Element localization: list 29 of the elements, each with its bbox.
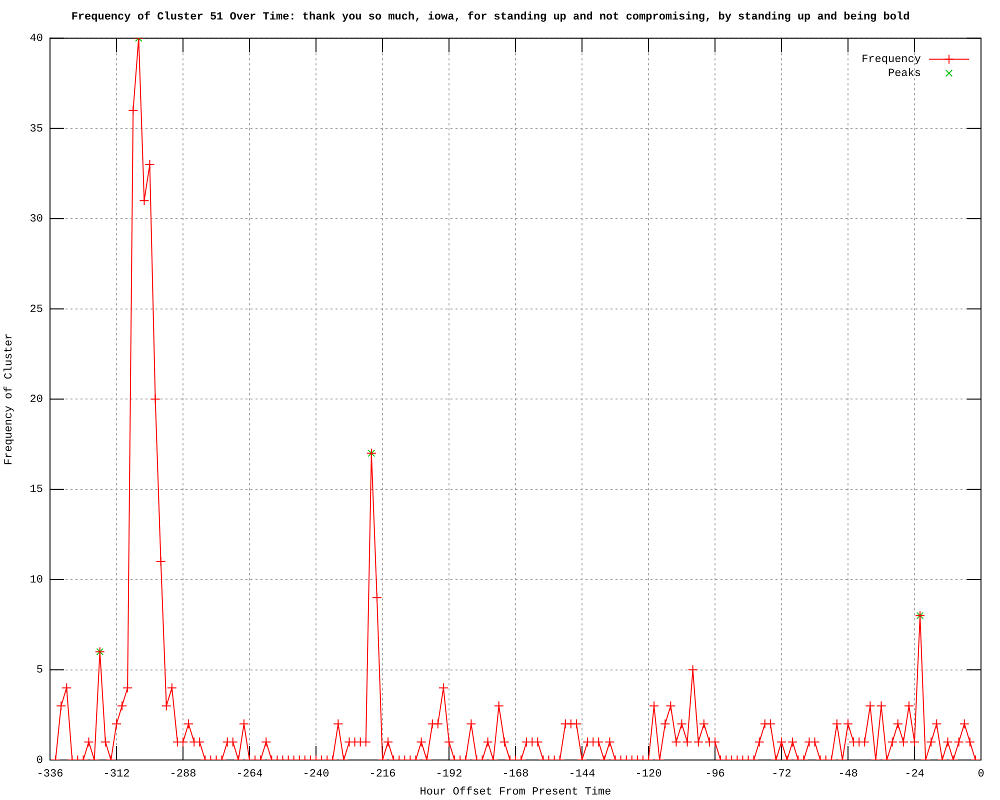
legend-label: Peaks: [888, 68, 921, 80]
chart-title: Frequency of Cluster 51 Over Time: thank you so much, iowa, for standing up and not compromising, by standing up and being bold: [71, 10, 910, 24]
x-tick-label: -24: [904, 768, 925, 781]
x-tick-label: -264: [236, 768, 264, 781]
y-tick-label: 0: [36, 754, 43, 767]
y-tick-label: 10: [30, 574, 43, 586]
y-tick-label: 25: [30, 304, 43, 316]
x-tick-label: -216: [369, 768, 396, 781]
y-tick-label: 5: [36, 664, 43, 677]
y-tick-label: 30: [30, 214, 43, 226]
y-tick-label: 15: [30, 484, 43, 496]
y-tick-label: 40: [30, 33, 43, 46]
y-axis-title: Frequency of Cluster: [4, 333, 16, 466]
x-tick-label: -144: [568, 768, 596, 781]
x-tick-label: -96: [705, 768, 725, 781]
x-tick-label: -120: [635, 768, 662, 781]
x-tick-label: -48: [838, 768, 858, 781]
x-axis-title: Hour Offset From Present Time: [420, 786, 612, 798]
x-tick-label: -312: [103, 768, 130, 781]
x-tick-label: 0: [978, 768, 984, 781]
x-tick-label: -168: [502, 768, 529, 781]
x-tick-label: -288: [170, 768, 196, 781]
y-tick-label: 35: [30, 123, 43, 136]
x-tick-label: -192: [436, 768, 462, 781]
x-tick-label: -72: [772, 768, 792, 781]
x-tick-label: -240: [302, 768, 330, 781]
y-tick-label: 20: [30, 394, 43, 406]
x-tick-label: -336: [36, 768, 64, 781]
legend-label: Frequency: [862, 54, 922, 66]
